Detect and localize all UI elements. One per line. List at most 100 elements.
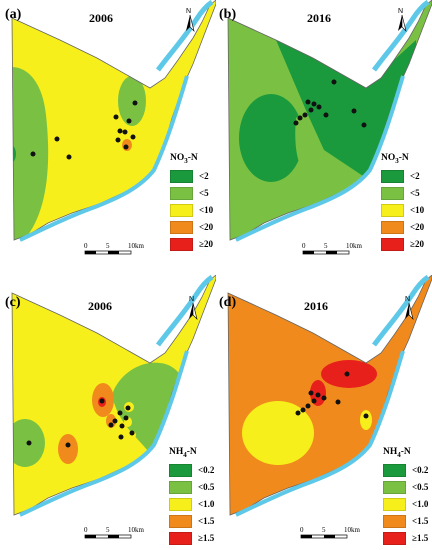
sample-point bbox=[117, 128, 123, 134]
sample-point bbox=[112, 418, 118, 424]
sample-point bbox=[331, 79, 337, 85]
scale-tick: 0 bbox=[84, 242, 88, 250]
sample-point bbox=[26, 440, 32, 446]
sample-point bbox=[315, 392, 321, 398]
sample-points-a bbox=[30, 100, 138, 160]
panel-label: (a) bbox=[5, 7, 22, 22]
legend-item: ≥1.5 bbox=[383, 530, 428, 547]
legend-item: <1.0 bbox=[169, 496, 214, 513]
sample-point bbox=[363, 413, 369, 419]
sample-points-b bbox=[293, 79, 367, 128]
sample-point bbox=[132, 100, 138, 106]
sample-point bbox=[30, 151, 36, 157]
panel-label: (b) bbox=[219, 7, 237, 22]
sample-point bbox=[297, 115, 303, 121]
sample-point bbox=[316, 104, 322, 110]
panel-c: (c) 2006 N NH4-N <0.2 <0.5 <1.0 <1.5 ≥1.… bbox=[0, 275, 216, 550]
panel-year: 2006 bbox=[89, 11, 113, 25]
legend-item: <0.5 bbox=[169, 479, 214, 496]
legend-item: <1.5 bbox=[169, 513, 214, 530]
sample-point bbox=[118, 434, 124, 440]
scale-tick: 0 bbox=[300, 526, 304, 534]
legend-item: ≥20 bbox=[381, 236, 424, 253]
sample-point bbox=[66, 154, 72, 160]
legend-item: <20 bbox=[381, 219, 424, 236]
sample-point bbox=[115, 137, 121, 143]
legend: NH4-N <0.2 <0.5 <1.0 <1.5 ≥1.5 bbox=[169, 447, 214, 547]
scale-tick: 0 bbox=[302, 242, 306, 250]
sample-point bbox=[305, 99, 311, 105]
sample-point bbox=[293, 120, 299, 126]
sample-point bbox=[302, 112, 308, 118]
sample-point bbox=[308, 107, 314, 113]
panel-b: (b) 2016 N NO3-N <2 <5 <10 <20 ≥20 0 5 1… bbox=[216, 0, 432, 275]
legend-title: NH4-N bbox=[383, 447, 411, 459]
sample-points-d bbox=[295, 371, 369, 419]
legend-item: <2 bbox=[170, 168, 213, 185]
legend: NO3-N <2 <5 <10 <20 ≥20 bbox=[381, 153, 424, 253]
sample-point bbox=[117, 410, 123, 416]
svg-text:N: N bbox=[398, 8, 403, 15]
scale-tick: 5 bbox=[322, 526, 326, 534]
legend-item: <20 bbox=[170, 219, 213, 236]
sample-point bbox=[125, 405, 131, 411]
panel-label: (d) bbox=[219, 295, 237, 310]
sample-point bbox=[123, 144, 129, 150]
legend-item: <5 bbox=[381, 185, 424, 202]
svg-text:N: N bbox=[189, 296, 194, 303]
sample-point bbox=[351, 108, 357, 114]
legend-title: NH4-N bbox=[169, 447, 197, 459]
legend-title: NO3-N bbox=[381, 153, 409, 165]
legend-item: <2 bbox=[381, 168, 424, 185]
panel-year: 2016 bbox=[307, 11, 331, 25]
scale-tick: 10km bbox=[128, 526, 145, 534]
legend-item: <0.5 bbox=[383, 479, 428, 496]
sample-point bbox=[129, 430, 135, 436]
scale-tick: 10km bbox=[128, 242, 145, 250]
legend-item: <1.5 bbox=[383, 513, 428, 530]
sample-point bbox=[122, 129, 128, 135]
sample-point bbox=[54, 136, 60, 142]
legend-item: ≥1.5 bbox=[169, 530, 214, 547]
scale-tick: 5 bbox=[106, 242, 110, 250]
sample-point bbox=[130, 134, 136, 140]
legend: NH4-N <0.2 <0.5 <1.0 <1.5 ≥1.5 bbox=[383, 447, 428, 547]
panel-label: (c) bbox=[5, 295, 21, 310]
legend: NO3-N <2 <5 <10 <20 ≥20 bbox=[170, 153, 213, 253]
scale-tick: 10km bbox=[346, 242, 363, 250]
sample-point bbox=[300, 407, 306, 413]
panel-d: (d) 2016 N NH4-N <0.2 <0.5 <1.0 <1.5 ≥1.… bbox=[216, 275, 432, 550]
scale-tick: 5 bbox=[324, 242, 328, 250]
sample-point bbox=[305, 403, 311, 409]
legend-item: <10 bbox=[170, 202, 213, 219]
map-b bbox=[227, 0, 432, 242]
sample-point bbox=[311, 101, 317, 107]
sample-points-c bbox=[26, 398, 135, 448]
legend-item: <1.0 bbox=[383, 496, 428, 513]
legend-item: ≥20 bbox=[170, 236, 213, 253]
sample-point bbox=[344, 371, 350, 377]
legend-item: <0.2 bbox=[169, 462, 214, 479]
panel-a: (a) 2006 N NO3-N <2 <5 <10 <20 ≥20 0 5 1… bbox=[0, 0, 216, 275]
sample-point bbox=[311, 398, 317, 404]
sample-point bbox=[99, 398, 105, 404]
sample-point bbox=[361, 122, 367, 128]
legend-item: <0.2 bbox=[383, 462, 428, 479]
scale-tick: 0 bbox=[84, 526, 88, 534]
sample-point bbox=[119, 423, 125, 429]
legend-item: <10 bbox=[381, 202, 424, 219]
sample-point bbox=[113, 114, 119, 120]
legend-item: <5 bbox=[170, 185, 213, 202]
sample-point bbox=[295, 410, 301, 416]
map-d bbox=[227, 275, 432, 517]
legend-title: NO3-N bbox=[170, 153, 198, 165]
scale-tick: 10km bbox=[344, 526, 361, 534]
sample-point bbox=[126, 118, 132, 124]
sample-point bbox=[321, 395, 327, 401]
sample-point bbox=[65, 442, 71, 448]
panel-year: 2006 bbox=[88, 299, 112, 313]
sample-point bbox=[323, 112, 329, 118]
scale-tick: 5 bbox=[106, 526, 110, 534]
sample-point bbox=[335, 399, 341, 405]
sample-point bbox=[123, 415, 129, 421]
